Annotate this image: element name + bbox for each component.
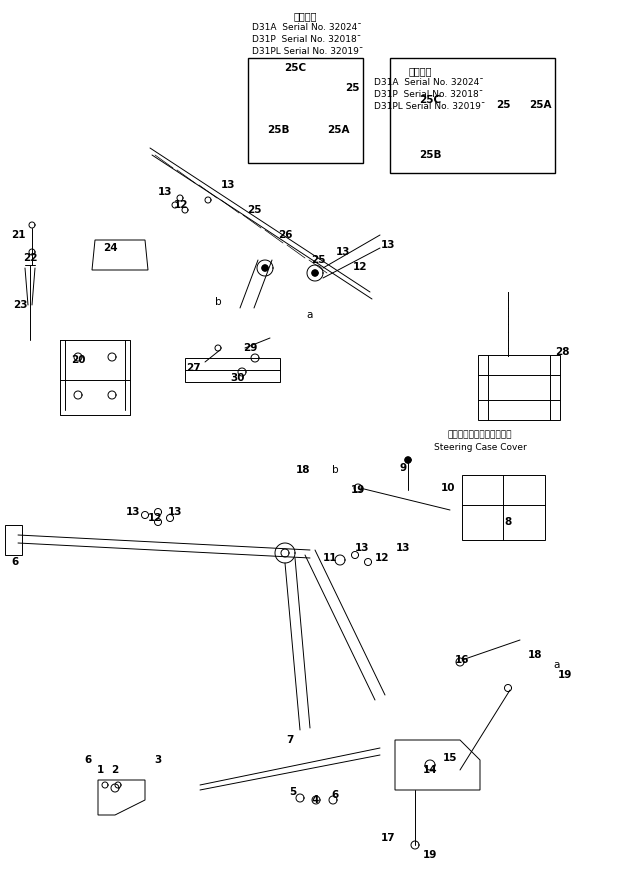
Text: 17: 17 [381, 833, 395, 843]
Text: 18: 18 [528, 650, 542, 660]
Text: 15: 15 [443, 753, 457, 763]
Text: b: b [214, 297, 221, 307]
Text: 25B: 25B [266, 125, 290, 135]
Text: 22: 22 [22, 253, 37, 263]
Text: 13: 13 [158, 187, 172, 197]
Text: 25C: 25C [419, 95, 441, 105]
Text: D31P  Serial No. 32018¯: D31P Serial No. 32018¯ [252, 35, 361, 44]
Text: 27: 27 [186, 363, 200, 373]
Text: 16: 16 [455, 655, 469, 665]
Text: 12: 12 [352, 262, 367, 272]
Text: 13: 13 [381, 240, 395, 250]
Text: 3: 3 [154, 755, 162, 765]
Text: 13: 13 [336, 247, 351, 257]
Text: 21: 21 [11, 230, 25, 240]
Text: 13: 13 [126, 507, 140, 517]
Text: 25C: 25C [284, 63, 306, 73]
Text: 26: 26 [278, 230, 292, 240]
Text: 25: 25 [311, 255, 325, 265]
Polygon shape [262, 265, 268, 271]
Text: 19: 19 [423, 850, 437, 860]
Text: 12: 12 [375, 553, 389, 563]
Text: 19: 19 [351, 485, 365, 495]
Text: 2: 2 [111, 765, 119, 775]
Text: 20: 20 [71, 355, 85, 365]
Text: 6: 6 [12, 557, 19, 567]
Text: 7: 7 [286, 735, 293, 745]
Text: 18: 18 [296, 465, 310, 475]
Text: 11: 11 [323, 553, 337, 563]
Text: 8: 8 [505, 517, 512, 527]
Polygon shape [312, 270, 318, 276]
Text: 19: 19 [558, 670, 572, 680]
Text: 25: 25 [247, 205, 261, 215]
Text: 12: 12 [148, 513, 162, 523]
Text: D31PL Serial No. 32019¯: D31PL Serial No. 32019¯ [252, 47, 363, 56]
Text: 9: 9 [399, 463, 406, 473]
Text: D31P  Serial No. 32018¯: D31P Serial No. 32018¯ [374, 90, 483, 99]
Polygon shape [405, 457, 411, 463]
Text: 6: 6 [331, 790, 338, 800]
Text: 10: 10 [441, 483, 455, 493]
Text: 30: 30 [230, 373, 245, 383]
Text: 25: 25 [345, 83, 360, 93]
Text: b: b [332, 465, 338, 475]
Text: a: a [554, 660, 560, 670]
Text: 25A: 25A [529, 100, 551, 110]
Text: ステアリングケースカバー: ステアリングケースカバー [447, 430, 512, 439]
Text: 13: 13 [221, 180, 235, 190]
Bar [248, 58, 363, 163]
Text: 13: 13 [355, 543, 369, 553]
Text: a: a [307, 310, 313, 320]
Text: 28: 28 [555, 347, 569, 357]
Text: D31A  Serial No. 32024¯: D31A Serial No. 32024¯ [252, 23, 361, 32]
Text: 1: 1 [96, 765, 103, 775]
Text: Steering Case Cover: Steering Case Cover [433, 443, 526, 452]
Text: 13: 13 [395, 543, 410, 553]
Text: 6: 6 [84, 755, 92, 765]
Text: 24: 24 [103, 243, 117, 253]
Text: 29: 29 [243, 343, 257, 353]
Text: 25A: 25A [327, 125, 349, 135]
Text: 13: 13 [168, 507, 182, 517]
Text: 25: 25 [496, 100, 510, 110]
Text: 23: 23 [13, 300, 27, 310]
Text: 5: 5 [290, 787, 297, 797]
Text: 25B: 25B [419, 150, 441, 160]
Text: 14: 14 [422, 765, 437, 775]
Bar [390, 58, 555, 173]
Text: D31A  Serial No. 32024¯: D31A Serial No. 32024¯ [374, 78, 484, 87]
Text: D31PL Serial No. 32019¯: D31PL Serial No. 32019¯ [374, 102, 485, 111]
Text: 適用号簺: 適用号簺 [408, 66, 432, 76]
Text: 適用号簺: 適用号簺 [293, 11, 317, 21]
Text: 4: 4 [311, 795, 318, 805]
Text: 12: 12 [174, 200, 188, 210]
